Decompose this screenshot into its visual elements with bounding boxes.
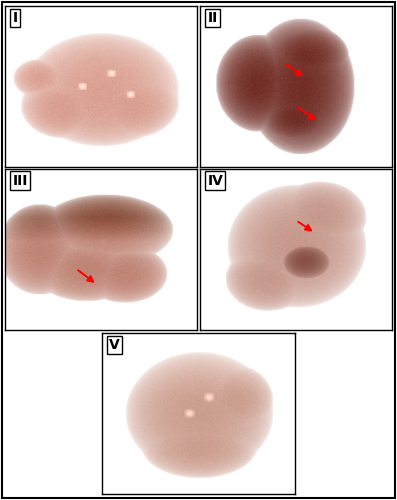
Text: V: V bbox=[110, 338, 120, 351]
Text: II: II bbox=[207, 11, 218, 25]
Text: III: III bbox=[12, 174, 28, 188]
Text: I: I bbox=[12, 11, 17, 25]
Text: IV: IV bbox=[207, 174, 223, 188]
